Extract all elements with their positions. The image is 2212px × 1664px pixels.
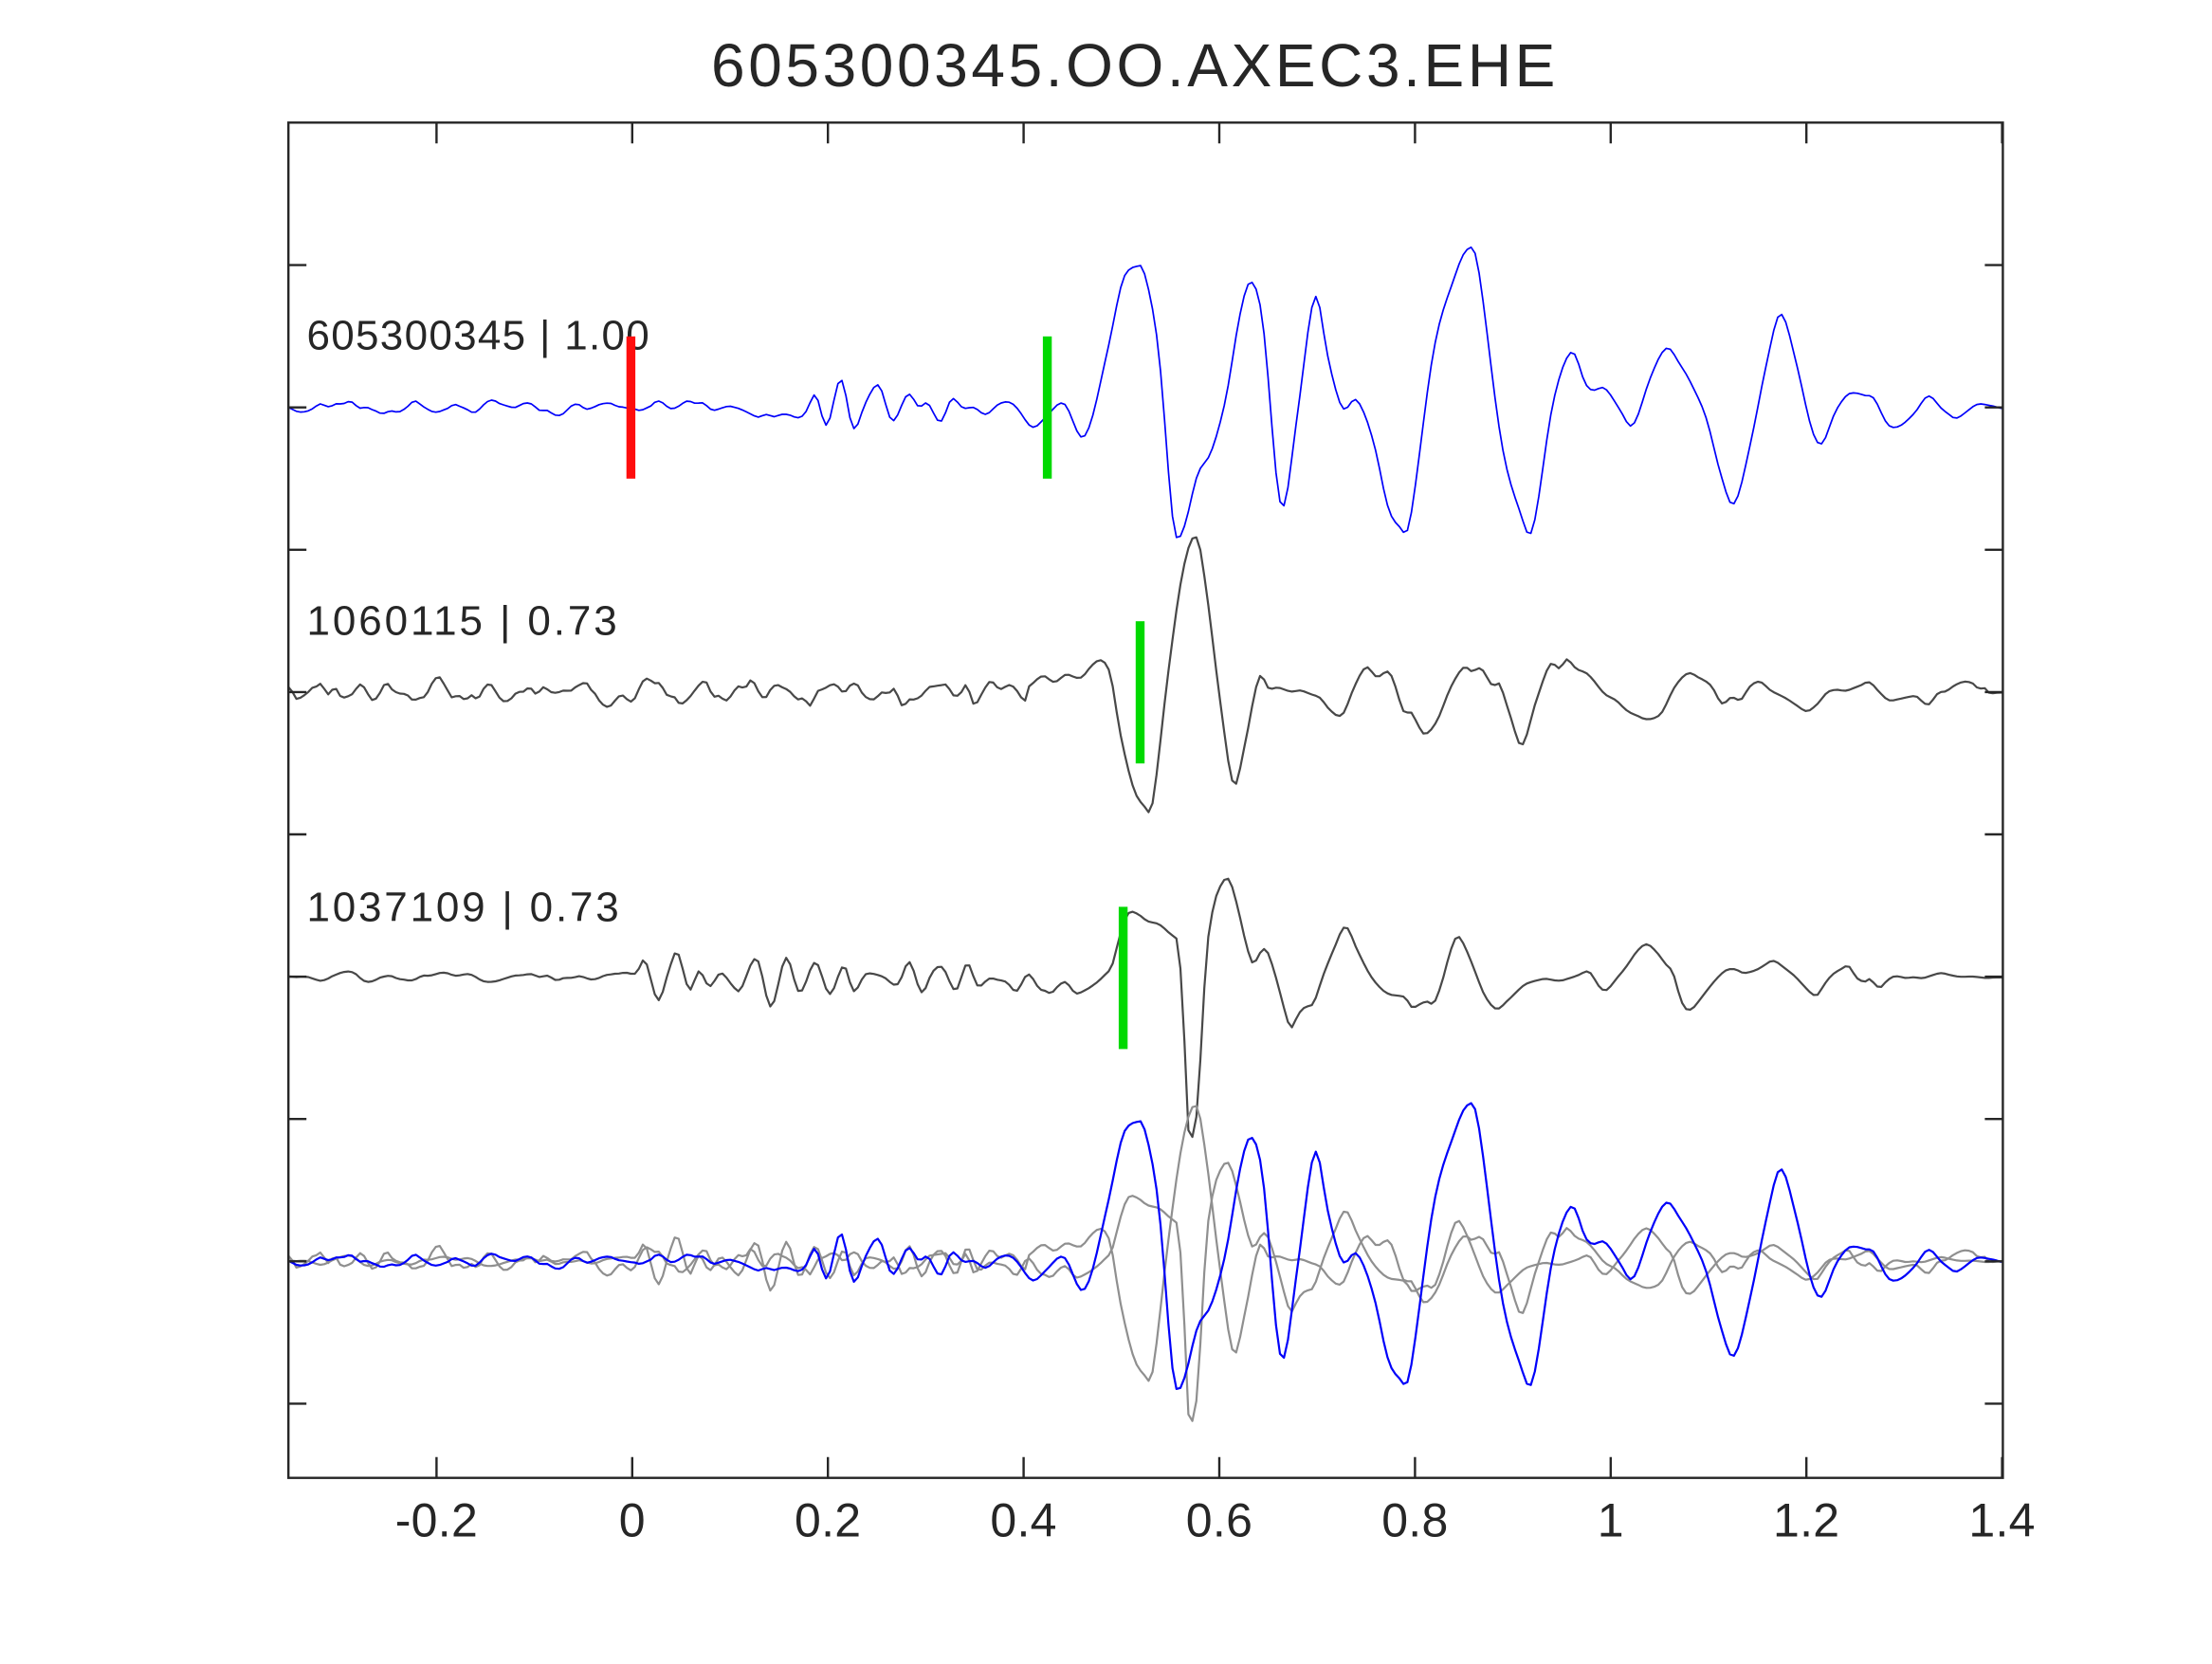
svg-text:1037109 | 0.73: 1037109 | 0.73 [307, 885, 622, 931]
svg-text:605300345 | 1.00: 605300345 | 1.00 [307, 313, 651, 359]
svg-text:1: 1 [1598, 1494, 1624, 1547]
svg-text:0.6: 0.6 [1186, 1494, 1252, 1547]
svg-text:0.8: 0.8 [1381, 1494, 1448, 1547]
svg-text:0: 0 [619, 1494, 646, 1547]
svg-text:0.4: 0.4 [990, 1494, 1056, 1547]
svg-text:1.2: 1.2 [1773, 1494, 1839, 1547]
svg-text:1.4: 1.4 [1968, 1494, 2035, 1547]
svg-text:1060115 | 0.73: 1060115 | 0.73 [307, 598, 620, 645]
svg-text:-0.2: -0.2 [395, 1494, 478, 1547]
svg-text:0.2: 0.2 [795, 1494, 861, 1547]
svg-text:605300345.OO.AXEC3.EHE: 605300345.OO.AXEC3.EHE [711, 31, 1559, 100]
